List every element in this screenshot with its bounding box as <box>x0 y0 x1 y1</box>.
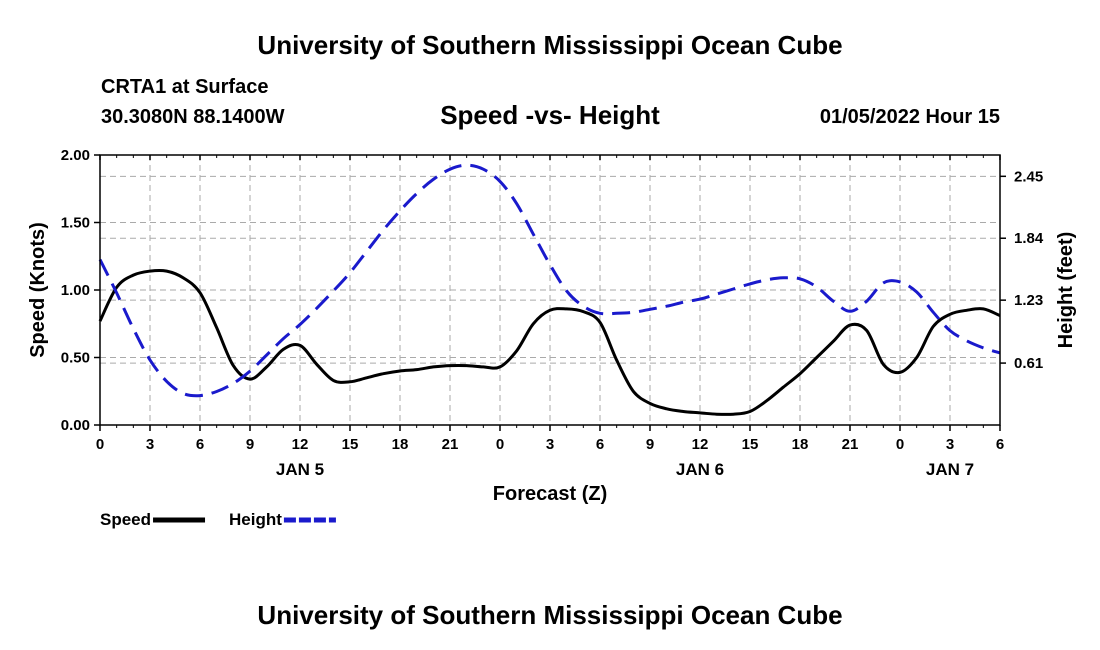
x-tick-label: 6 <box>596 436 604 453</box>
series-layer <box>98 163 1001 416</box>
chart-axes: 0 3 6 9 12 15 18 21 0 3 6 9 12 15 18 21 0 3 6 JAN 5 JAN 6 JAN… <box>61 147 1044 479</box>
forecast-datestamp: 01/05/2022 Hour 15 <box>819 106 1000 128</box>
x-tick-label: 0 <box>496 436 504 453</box>
station-coordinates: 30.3080N 88.1400W <box>101 106 285 128</box>
x-tick-label: 9 <box>246 436 254 453</box>
x-tick-label: 3 <box>546 436 554 453</box>
x-tick-label: 21 <box>842 436 859 453</box>
main-title: University of Southern Mississippi Ocean… <box>257 30 843 60</box>
x-tick-label: 15 <box>742 436 759 453</box>
legend-label-speed: Speed <box>100 510 151 529</box>
y-tick-label: 1.50 <box>61 215 90 232</box>
footer-title: University of Southern Mississippi Ocean… <box>257 600 843 630</box>
y2-tick-label: 2.45 <box>1014 168 1043 185</box>
x-tick-label: 18 <box>792 436 809 453</box>
y2-tick-label: 0.61 <box>1014 355 1043 372</box>
x-tick-label: 18 <box>392 436 409 453</box>
y-tick-label: 0.00 <box>61 417 90 434</box>
series-line-height <box>98 163 1001 398</box>
x-tick-label: 12 <box>692 436 709 453</box>
x-axis-label: Forecast (Z) <box>493 483 607 505</box>
x-tick-label: 21 <box>442 436 459 453</box>
day-label: JAN 7 <box>926 460 974 479</box>
chart-title: Speed -vs- Height <box>440 100 660 130</box>
y2-axis-label: Height (feet) <box>1055 232 1077 349</box>
chart-grid <box>100 155 1000 425</box>
legend-label-height: Height <box>229 510 282 529</box>
chart-legend: Speed Height <box>100 510 336 529</box>
y-tick-label: 0.50 <box>61 350 90 367</box>
x-tick-label: 0 <box>96 436 104 453</box>
y-tick-label: 1.00 <box>61 282 90 299</box>
y2-tick-label: 1.84 <box>1014 230 1044 247</box>
x-tick-label: 3 <box>946 436 954 453</box>
x-tick-label: 15 <box>342 436 359 453</box>
y-axis-label: Speed (Knots) <box>27 222 49 358</box>
x-tick-label: 6 <box>196 436 204 453</box>
y-tick-label: 2.00 <box>61 147 90 164</box>
x-tick-label: 9 <box>646 436 654 453</box>
station-label: CRTA1 at Surface <box>101 76 269 98</box>
series-line-speed <box>98 268 1001 416</box>
x-tick-label: 3 <box>146 436 154 453</box>
x-tick-label: 0 <box>896 436 904 453</box>
y2-tick-label: 1.23 <box>1014 292 1043 309</box>
day-label: JAN 6 <box>676 460 724 479</box>
x-tick-label: 6 <box>996 436 1004 453</box>
day-label: JAN 5 <box>276 460 324 479</box>
x-tick-label: 12 <box>292 436 309 453</box>
